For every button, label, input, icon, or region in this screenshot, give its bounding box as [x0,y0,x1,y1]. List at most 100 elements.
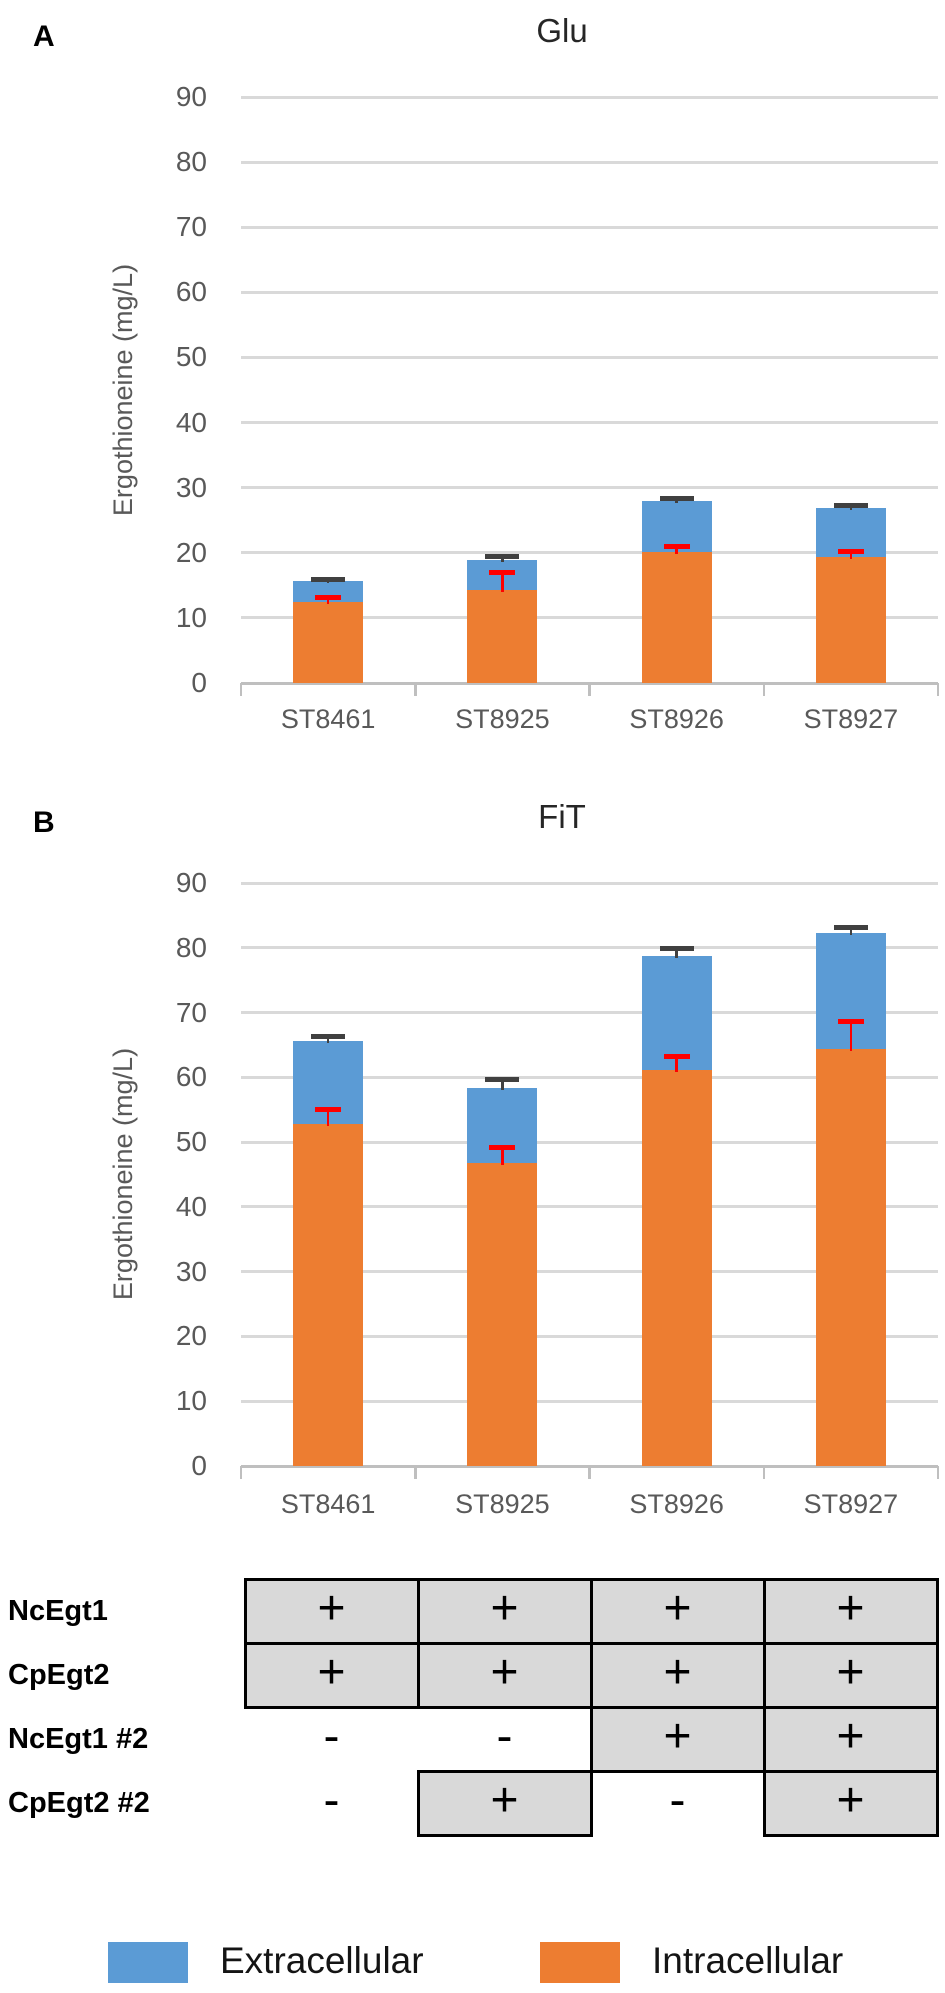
error-bar-total-stem [326,1036,330,1044]
bar-intracellular-ST8925 [467,589,538,683]
table-cell-border [935,1769,939,1837]
table-cell-box [245,1643,418,1707]
gridline [241,1075,938,1079]
y-tick-label: 40 [175,1190,207,1222]
table-cell-box [764,1707,937,1771]
bar-intracellular-ST8461 [293,601,364,683]
table-cell-value: + [836,1646,865,1699]
x-tick-label-ST8926: ST8926 [629,1489,724,1519]
x-axis-tick [414,683,417,696]
table-cell-value: + [836,1582,865,1635]
x-axis-tick [588,683,591,696]
table-cell-border [243,1577,247,1645]
x-axis-tick [239,1466,243,1479]
y-tick-label: 90 [175,81,207,112]
error-bar-intracellular-cap [489,570,516,576]
gridline [241,881,938,885]
error-bar-total-cap [659,945,694,951]
y-tick-label: 60 [175,1061,207,1093]
error-bar-total-cap [659,495,694,501]
gridline [241,95,938,99]
table-cell-border [243,1705,420,1709]
table-cell-border [762,1705,939,1709]
table-cell-value: + [490,1774,519,1827]
table-cell-border [762,1641,766,1709]
table-cell-border [762,1705,766,1773]
table-cell-border [762,1641,939,1645]
table-cell-box [764,1643,937,1707]
bar-intracellular-ST8927 [815,557,886,683]
gridline [241,1399,938,1403]
bar-intracellular-ST8461 [293,1123,364,1466]
table-row-label-4: CpEgt2 #2 [8,1787,150,1819]
y-tick-label: 30 [175,471,207,503]
table-cell-box [591,1643,764,1707]
error-bar-intracellular-cap [837,1019,864,1025]
table-cell-border [589,1705,766,1709]
table-cell-border [416,1577,420,1645]
chart-a-title: Glu [536,12,588,49]
table-cell-box [245,1579,418,1643]
table-cell-border [416,1705,593,1709]
panel-b-label: B [33,806,55,839]
table-cell-value: - [323,1774,340,1827]
y-tick-label: 40 [175,406,207,438]
table-cell-value: - [496,1710,513,1763]
legend-swatch-intracellular [540,1942,620,1983]
table-cell-border [589,1769,593,1837]
x-axis-tick [588,1466,591,1479]
x-tick-label-ST8927: ST8927 [803,704,899,734]
table-cell-value: + [836,1774,865,1827]
error-bar-total-cap [311,1034,346,1040]
x-axis-tick [762,1466,765,1479]
error-bar-total-stem [501,1079,504,1091]
table-cell-border [762,1769,766,1837]
error-bar-intracellular-stem [326,1109,330,1126]
y-tick-label: 10 [175,1385,207,1417]
gridline [241,421,938,425]
error-bar-intracellular-cap [837,548,864,554]
table-cell-border [762,1577,939,1581]
table-cell-border [416,1577,593,1581]
y-tick-label: 80 [175,146,207,178]
table-cell-border [589,1577,766,1581]
table-cell-border [589,1769,766,1773]
chart-a-y-axis-title: Ergothioneine (mg/L) [108,263,138,517]
bar-intracellular-ST8927 [815,1048,886,1466]
gridline [241,616,938,620]
bar-intracellular-ST8926 [641,1070,712,1466]
error-bar-intracellular-cap [489,1144,516,1150]
gridline [241,355,938,359]
table-cell-border [935,1705,939,1773]
table-cell-box [591,1707,764,1771]
error-bar-total-stem [675,948,678,959]
table-cell-border [589,1641,766,1645]
error-bar-total-cap [833,925,868,931]
error-bar-intracellular-stem [849,1021,853,1051]
y-tick-label: 60 [175,276,207,308]
table-cell-border [416,1641,420,1709]
y-tick-label: 0 [191,1450,207,1481]
error-bar-intracellular-stem [675,546,678,555]
x-tick-label-ST8927: ST8927 [803,1489,899,1519]
x-axis-tick [762,683,765,696]
table-cell-value: + [317,1646,346,1699]
table-cell-border [762,1577,766,1645]
table-cell-box [764,1771,937,1835]
y-tick-label: 0 [191,667,207,698]
table-cell-box [764,1579,937,1643]
table-cell-border [589,1705,593,1773]
legend-swatch-extracellular [108,1942,188,1983]
x-axis-tick [414,1466,417,1479]
gridline [241,1140,938,1144]
y-tick-label: 70 [175,996,207,1028]
legend-label-intracellular: Intracellular [652,1940,844,1981]
gridline [241,486,938,490]
x-axis-tick [936,683,940,696]
y-tick-label: 50 [175,341,207,373]
table-cell-value: - [669,1774,686,1827]
gridline [241,290,938,294]
error-bar-intracellular-cap [315,1107,342,1113]
legend-label-extracellular: Extracellular [220,1940,424,1981]
